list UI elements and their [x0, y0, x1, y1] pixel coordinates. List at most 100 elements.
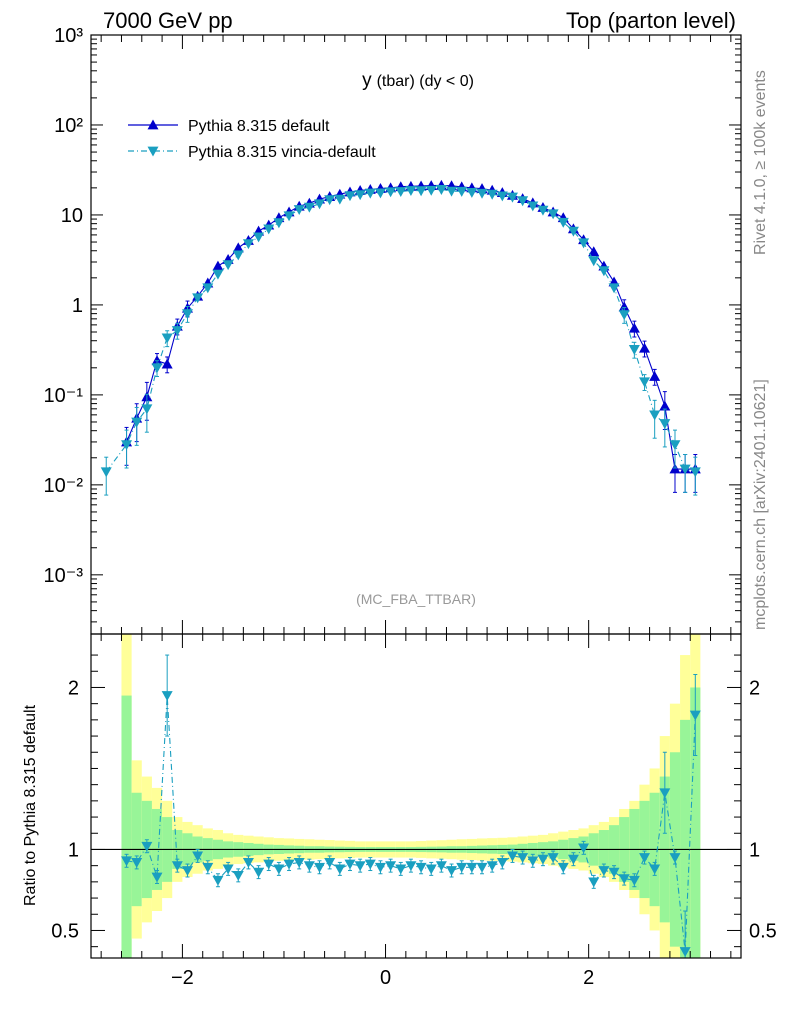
series-vincia-marker: [425, 185, 437, 196]
ratio-vincia-marker: [283, 859, 295, 870]
ratio-frame: [90, 633, 742, 959]
legend: Pythia 8.315 default Pythia 8.315 vincia-…: [128, 118, 376, 161]
ratio-vincia-marker: [486, 861, 498, 872]
series-vincia-marker: [100, 467, 112, 478]
ratio-ylabel: Ratio to Pythia 8.315 default: [22, 704, 39, 906]
series-vincia-marker: [283, 211, 295, 222]
ratio-vincia-marker: [334, 864, 346, 875]
ratio-band-green: [121, 695, 132, 958]
ratio-vincia-marker: [303, 861, 315, 872]
series-default-line: [126, 184, 696, 470]
series-vincia-marker: [517, 196, 529, 207]
series-vincia-marker: [121, 440, 133, 451]
ratio-vincia-marker: [425, 864, 437, 875]
analysis-watermark: (MC_FBA_TTBAR): [356, 591, 476, 607]
series-vincia-marker: [385, 187, 397, 198]
series-vincia-marker: [628, 345, 640, 355]
ratio-vincia-marker: [415, 862, 427, 873]
ratio-vincia-marker: [171, 861, 183, 872]
legend-marker: [147, 146, 159, 157]
series-vincia-marker: [527, 201, 539, 212]
y-tick-label: 10⁻²: [44, 475, 84, 497]
series-vincia-marker: [598, 266, 610, 277]
ratio-vincia-marker: [628, 875, 640, 886]
series-vincia-marker: [242, 239, 254, 250]
ratio-y-tick-label-right: 0.5: [749, 920, 777, 942]
ratio-vincia-marker: [689, 710, 701, 721]
ratio-vincia-marker: [608, 867, 620, 878]
series-vincia-marker: [639, 377, 651, 388]
ratio-vincia-marker: [578, 843, 590, 854]
series-vincia-marker: [253, 232, 265, 243]
ratio-vincia-marker: [324, 858, 336, 868]
series-vincia-marker: [202, 283, 214, 294]
legend-label: Pythia 8.315 default: [188, 118, 330, 135]
ratio-vincia-marker: [222, 864, 234, 875]
series-vincia-marker: [649, 410, 661, 421]
ratio-vincia-marker: [557, 862, 569, 873]
y-tick-label: 10⁻¹: [44, 385, 84, 407]
ratio-vincia-marker: [588, 877, 600, 888]
series-vincia-marker: [466, 188, 478, 198]
series-vincia-marker: [151, 363, 163, 374]
series-vincia-marker: [334, 194, 346, 205]
header-left: 7000 GeV pp: [103, 8, 233, 33]
ratio-vincia-marker: [354, 861, 366, 872]
ratio-band-green: [680, 719, 691, 958]
series-vincia-marker: [293, 205, 305, 215]
chart-title: y (tbar) (dy < 0): [362, 70, 474, 91]
ratio-vincia-marker: [446, 866, 458, 877]
x-tick-label: 0: [380, 967, 391, 989]
ratio-vincia-marker: [649, 864, 661, 875]
series-vincia-marker: [435, 185, 447, 195]
series-vincia-marker: [446, 186, 458, 197]
ratio-vincia-marker: [364, 859, 376, 870]
series-vincia-marker: [273, 218, 285, 229]
series-vincia-marker: [374, 188, 386, 199]
series-vincia: [100, 185, 701, 496]
ratio-band-green: [690, 687, 701, 958]
series-default-marker: [639, 342, 651, 353]
ratio-vincia-marker: [527, 856, 539, 867]
ratio-vincia-line: [126, 695, 696, 952]
series-default: [121, 179, 701, 493]
series-vincia-line: [105, 188, 696, 473]
series-vincia-marker: [547, 209, 559, 220]
axis-ticks: 10⁻³ 10⁻² 10⁻¹ 1 10 10² 10³ −2 0 2 0.5 0.5 1 1 2 2: [44, 25, 777, 989]
ratio-vincia-marker: [161, 691, 173, 702]
series-vincia-marker: [141, 404, 153, 415]
series-vincia-marker: [171, 326, 183, 336]
series-default-marker: [628, 322, 640, 333]
series-default-marker: [212, 260, 224, 271]
series-vincia-marker: [476, 188, 488, 199]
ratio-vincia-marker: [141, 841, 153, 852]
series-vincia-marker: [263, 224, 275, 235]
ratio-y-tick-label-right: 1: [749, 839, 760, 861]
ratio-vincia-marker: [537, 854, 549, 865]
ratio-vincia-marker: [567, 854, 579, 865]
ratio-bands: [91, 634, 741, 958]
ratio-vincia-marker: [253, 867, 265, 878]
series-layer: [100, 179, 701, 959]
series-vincia-marker: [496, 191, 508, 202]
ratio-vincia-marker: [476, 862, 488, 873]
ratio-vincia-marker: [374, 862, 386, 873]
ratio-vincia-marker: [242, 858, 254, 868]
ratio-vincia-marker: [192, 851, 204, 862]
ratio-series-vincia: [121, 654, 701, 959]
series-vincia-marker: [222, 260, 234, 271]
series-vincia-marker: [344, 191, 356, 202]
series-vincia-marker: [354, 190, 366, 201]
series-vincia-marker: [192, 293, 204, 304]
x-tick-label: 2: [583, 967, 594, 989]
ratio-vincia-marker: [659, 788, 671, 799]
series-vincia-marker: [456, 186, 468, 197]
ratio-vincia-marker: [344, 859, 356, 870]
ratio-vincia-marker: [273, 864, 285, 875]
series-vincia-marker: [588, 256, 600, 267]
legend-label: Pythia 8.315 vincia-default: [188, 144, 376, 161]
ratio-vincia-marker: [314, 862, 326, 873]
series-default-marker: [649, 371, 661, 381]
ratio-vincia-marker: [618, 874, 630, 885]
x-tick-label: −2: [171, 967, 194, 989]
